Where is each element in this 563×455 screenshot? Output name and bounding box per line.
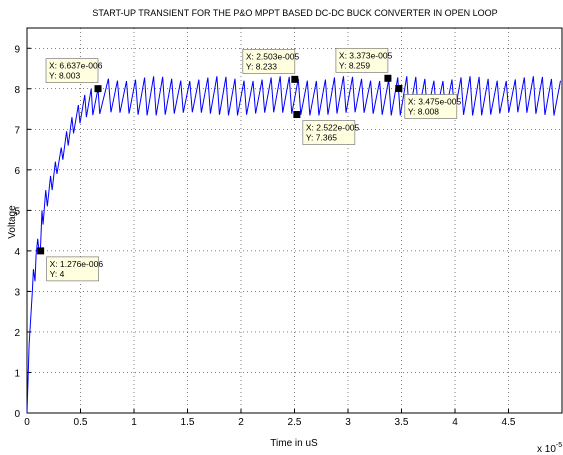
datatip-x-label: X: 2.503e-005 bbox=[246, 51, 300, 61]
datatip-marker bbox=[37, 247, 45, 255]
datatip-x-label: X: 3.475e-005 bbox=[408, 96, 462, 106]
series-voltage bbox=[26, 76, 561, 414]
y-axis-label: Voltage bbox=[7, 205, 18, 239]
datatip-y-label: Y: 8.008 bbox=[408, 106, 439, 116]
x-tick-label: 1.5 bbox=[181, 417, 195, 428]
datatip-x-label: X: 1.276e-006 bbox=[50, 259, 104, 269]
y-tick-label: 6 bbox=[14, 166, 20, 177]
datatip-y-label: Y: 4 bbox=[50, 269, 65, 279]
datatip-box bbox=[45, 58, 99, 83]
y-tick-label: 0 bbox=[14, 409, 20, 420]
y-tick-label: 3 bbox=[14, 287, 20, 298]
x-tick-label: 0 bbox=[24, 417, 30, 428]
datatip-y-label: Y: 7.365 bbox=[306, 133, 337, 143]
y-tick-label: 2 bbox=[14, 328, 20, 339]
datatip-x-label: X: 2.522e-005 bbox=[306, 123, 360, 133]
x-tick-label: 4.5 bbox=[502, 417, 516, 428]
datatip-box bbox=[335, 47, 389, 73]
x-tick-label: 0.5 bbox=[74, 417, 88, 428]
grid bbox=[27, 28, 562, 413]
datatip-marker bbox=[293, 111, 301, 119]
x-tick-label: 1 bbox=[131, 417, 137, 428]
x-tick-label: 3.5 bbox=[395, 417, 409, 428]
y-tick-label: 1 bbox=[14, 368, 20, 379]
datatip-y-label: Y: 8.233 bbox=[246, 61, 277, 71]
datatip-marker bbox=[94, 85, 102, 93]
x-tick-label: 2.5 bbox=[288, 417, 302, 428]
datatip-box bbox=[404, 94, 458, 119]
axis-ticks: 0 0.5 1 1.5 2 2.5 3 3.5 4 4.5 0 1 2 3 4 5 6 7 8 9 bbox=[14, 44, 515, 428]
y-tick-label: 8 bbox=[14, 85, 20, 96]
datatip-box bbox=[242, 49, 296, 74]
datatip-box bbox=[302, 120, 356, 145]
y-tick-label: 7 bbox=[14, 125, 20, 136]
y-tick-label: 9 bbox=[14, 44, 20, 55]
datatip-x-label: X: 3.373e-005 bbox=[339, 50, 393, 60]
datatip-marker bbox=[395, 84, 403, 92]
x-axis-label: Time in uS bbox=[270, 438, 318, 449]
datatip-y-label: Y: 8.259 bbox=[339, 60, 370, 70]
x-tick-label: 4 bbox=[452, 417, 458, 428]
x-axis-exponent: x 10-5 bbox=[537, 442, 562, 455]
datatip-x-label: X: 6.637e-006 bbox=[49, 61, 103, 71]
chart-title: START-UP TRANSIENT FOR THE P&O MPPT BASE… bbox=[92, 8, 497, 18]
datatip-box bbox=[46, 256, 99, 282]
datatip-marker bbox=[384, 74, 392, 82]
voltage-line bbox=[26, 76, 561, 414]
x-tick-label: 2 bbox=[238, 417, 244, 428]
y-tick-label: 4 bbox=[14, 247, 20, 258]
datatip-y-label: Y: 8.003 bbox=[49, 71, 80, 81]
y-tick-label: 5 bbox=[14, 206, 20, 217]
datatip-marker bbox=[291, 75, 299, 83]
x-tick-label: 3 bbox=[345, 417, 351, 428]
